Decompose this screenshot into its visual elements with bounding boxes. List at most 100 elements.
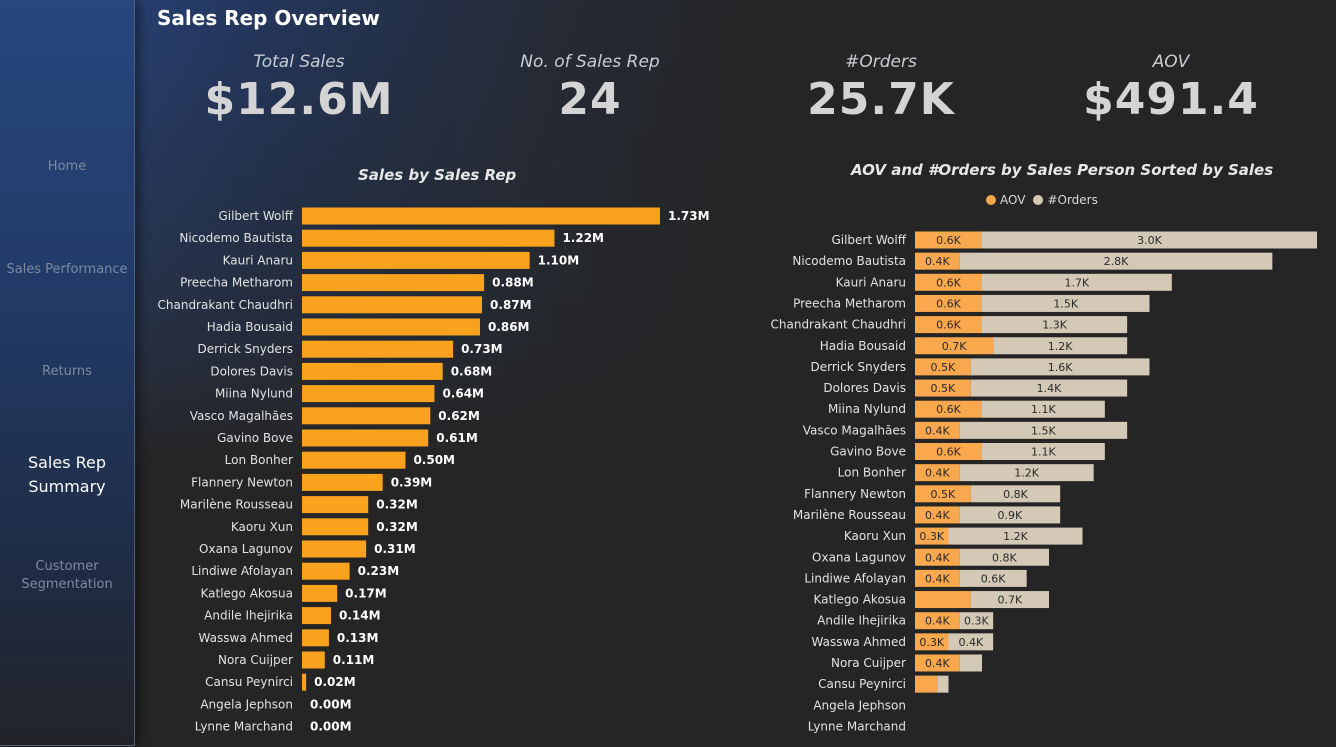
- aov-bar[interactable]: [915, 421, 960, 439]
- orders-data-label: 1.2K: [1003, 530, 1028, 543]
- bar[interactable]: [302, 540, 367, 558]
- orders-bar[interactable]: [970, 485, 1061, 503]
- orders-data-label: 1.2K: [1048, 340, 1073, 353]
- aov-data-label: 0.4K: [925, 551, 950, 564]
- orders-data-label: 1.2K: [1014, 467, 1039, 480]
- bar[interactable]: [302, 518, 369, 536]
- orders-bar[interactable]: [982, 294, 1150, 312]
- orders-bar[interactable]: [959, 252, 1273, 270]
- bar[interactable]: [302, 407, 431, 425]
- aov-bar[interactable]: [915, 506, 960, 524]
- aov-bar[interactable]: [915, 485, 971, 503]
- orders-bar[interactable]: [959, 464, 1094, 482]
- legend-orders-label: #Orders: [1047, 193, 1098, 207]
- y-tick-label: Preecha Metharom: [180, 276, 293, 290]
- orders-bar[interactable]: [948, 527, 1083, 545]
- orders-bar[interactable]: [959, 506, 1061, 524]
- orders-bar[interactable]: [970, 591, 1049, 609]
- bar[interactable]: [302, 496, 369, 514]
- aov-bar[interactable]: [915, 400, 982, 418]
- y-tick-label: Chandrakant Chaudhri: [158, 298, 294, 312]
- orders-data-label: 0.9K: [998, 509, 1023, 522]
- bar[interactable]: [302, 629, 329, 647]
- aov-bar[interactable]: [915, 231, 982, 249]
- data-label: 0.68M: [451, 364, 493, 378]
- bar[interactable]: [302, 451, 406, 469]
- orders-bar[interactable]: [959, 421, 1128, 439]
- orders-bar[interactable]: [959, 654, 982, 672]
- kpi-label: Total Sales: [253, 52, 345, 72]
- orders-bar[interactable]: [948, 633, 994, 651]
- aov-orders-chart-title: AOV and #Orders by Sales Person Sorted b…: [851, 161, 1274, 179]
- kpi-label: #Orders: [845, 52, 917, 72]
- orders-bar[interactable]: [959, 548, 1049, 566]
- data-label: 0.39M: [391, 475, 433, 489]
- aov-bar[interactable]: [915, 443, 982, 460]
- aov-bar[interactable]: [915, 464, 960, 482]
- orders-bar[interactable]: [959, 612, 994, 630]
- orders-bar[interactable]: [993, 337, 1128, 355]
- data-label: 0.17M: [345, 586, 387, 600]
- bar[interactable]: [302, 584, 338, 602]
- nav-returns[interactable]: Returns: [42, 364, 92, 379]
- aov-data-label: 0.6K: [936, 446, 961, 459]
- orders-data-label: 0.7K: [998, 594, 1023, 607]
- aov-bar[interactable]: [915, 654, 960, 672]
- orders-bar[interactable]: [937, 675, 949, 693]
- bar[interactable]: [302, 562, 350, 580]
- aov-bar[interactable]: [915, 316, 982, 334]
- y-tick-label: Dolores Davis: [823, 381, 906, 395]
- aov-data-label: 0.5K: [931, 361, 956, 374]
- bar[interactable]: [302, 607, 331, 625]
- aov-bar[interactable]: [915, 591, 971, 609]
- bar[interactable]: [302, 473, 383, 491]
- nav-sales-performance[interactable]: Sales Performance: [6, 262, 128, 277]
- y-tick-label: Derrick Snyders: [198, 342, 293, 356]
- aov-bar[interactable]: [915, 252, 960, 270]
- aov-bar[interactable]: [915, 379, 971, 397]
- orders-bar[interactable]: [970, 358, 1150, 376]
- orders-bar[interactable]: [982, 443, 1105, 460]
- orders-bar[interactable]: [982, 316, 1128, 334]
- bar[interactable]: [302, 251, 530, 269]
- bar[interactable]: [302, 318, 480, 336]
- orders-bar[interactable]: [970, 379, 1128, 397]
- orders-bar[interactable]: [959, 569, 1027, 587]
- orders-data-label: 1.7K: [1065, 276, 1090, 289]
- bar[interactable]: [302, 673, 307, 691]
- bar[interactable]: [302, 362, 443, 380]
- orders-data-label: 3.0K: [1137, 234, 1162, 247]
- bar[interactable]: [302, 229, 555, 247]
- aov-bar[interactable]: [915, 548, 960, 566]
- aov-bar[interactable]: [915, 612, 960, 630]
- kpi-label: AOV: [1152, 52, 1190, 72]
- kpi-sales-rep-count: No. of Sales Rep 24: [460, 52, 720, 126]
- orders-bar[interactable]: [982, 400, 1105, 418]
- bar[interactable]: [302, 385, 435, 403]
- aov-bar[interactable]: [915, 633, 949, 651]
- nav-customer-segmentation[interactable]: Customer Segmentation: [21, 559, 113, 592]
- aov-bar[interactable]: [915, 527, 949, 545]
- orders-bar[interactable]: [982, 231, 1317, 249]
- aov-bar[interactable]: [915, 273, 982, 291]
- bar[interactable]: [302, 296, 483, 314]
- aov-bar[interactable]: [915, 294, 982, 312]
- nav-sales-rep-summary[interactable]: Sales Rep Summary: [27, 453, 107, 496]
- aov-bar[interactable]: [915, 337, 994, 355]
- nav-home[interactable]: Home: [47, 159, 87, 174]
- orders-bar[interactable]: [982, 273, 1172, 291]
- aov-bar[interactable]: [915, 569, 960, 587]
- bar[interactable]: [302, 651, 325, 669]
- y-tick-label: Flannery Newton: [804, 487, 906, 501]
- bar[interactable]: [302, 429, 429, 447]
- bar[interactable]: [302, 340, 454, 358]
- bar[interactable]: [302, 207, 660, 225]
- y-tick-label: Preecha Metharom: [793, 296, 906, 310]
- bar[interactable]: [302, 274, 485, 292]
- aov-bar[interactable]: [915, 675, 938, 693]
- y-tick-label: Derrick Snyders: [811, 360, 906, 374]
- aov-data-label: 0.3K: [919, 530, 944, 543]
- orders-data-label: 1.3K: [1042, 319, 1067, 332]
- aov-bar[interactable]: [915, 358, 971, 376]
- data-label: 1.10M: [538, 253, 580, 267]
